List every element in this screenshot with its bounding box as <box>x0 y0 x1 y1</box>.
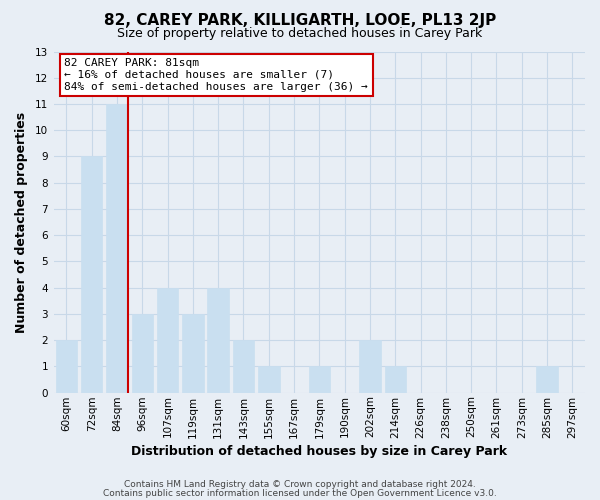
Bar <box>131 314 153 392</box>
Text: Contains public sector information licensed under the Open Government Licence v3: Contains public sector information licen… <box>103 488 497 498</box>
Text: Contains HM Land Registry data © Crown copyright and database right 2024.: Contains HM Land Registry data © Crown c… <box>124 480 476 489</box>
Bar <box>258 366 280 392</box>
Y-axis label: Number of detached properties: Number of detached properties <box>15 112 28 332</box>
Bar <box>385 366 406 392</box>
X-axis label: Distribution of detached houses by size in Carey Park: Distribution of detached houses by size … <box>131 444 508 458</box>
Bar <box>157 288 178 393</box>
Bar <box>106 104 128 393</box>
Text: 82, CAREY PARK, KILLIGARTH, LOOE, PL13 2JP: 82, CAREY PARK, KILLIGARTH, LOOE, PL13 2… <box>104 12 496 28</box>
Bar <box>208 288 229 393</box>
Bar <box>56 340 77 392</box>
Bar <box>359 340 381 392</box>
Bar <box>308 366 330 392</box>
Text: 82 CAREY PARK: 81sqm
← 16% of detached houses are smaller (7)
84% of semi-detach: 82 CAREY PARK: 81sqm ← 16% of detached h… <box>64 58 368 92</box>
Text: Size of property relative to detached houses in Carey Park: Size of property relative to detached ho… <box>118 28 482 40</box>
Bar <box>536 366 558 392</box>
Bar <box>233 340 254 392</box>
Bar <box>81 156 103 392</box>
Bar <box>182 314 203 392</box>
